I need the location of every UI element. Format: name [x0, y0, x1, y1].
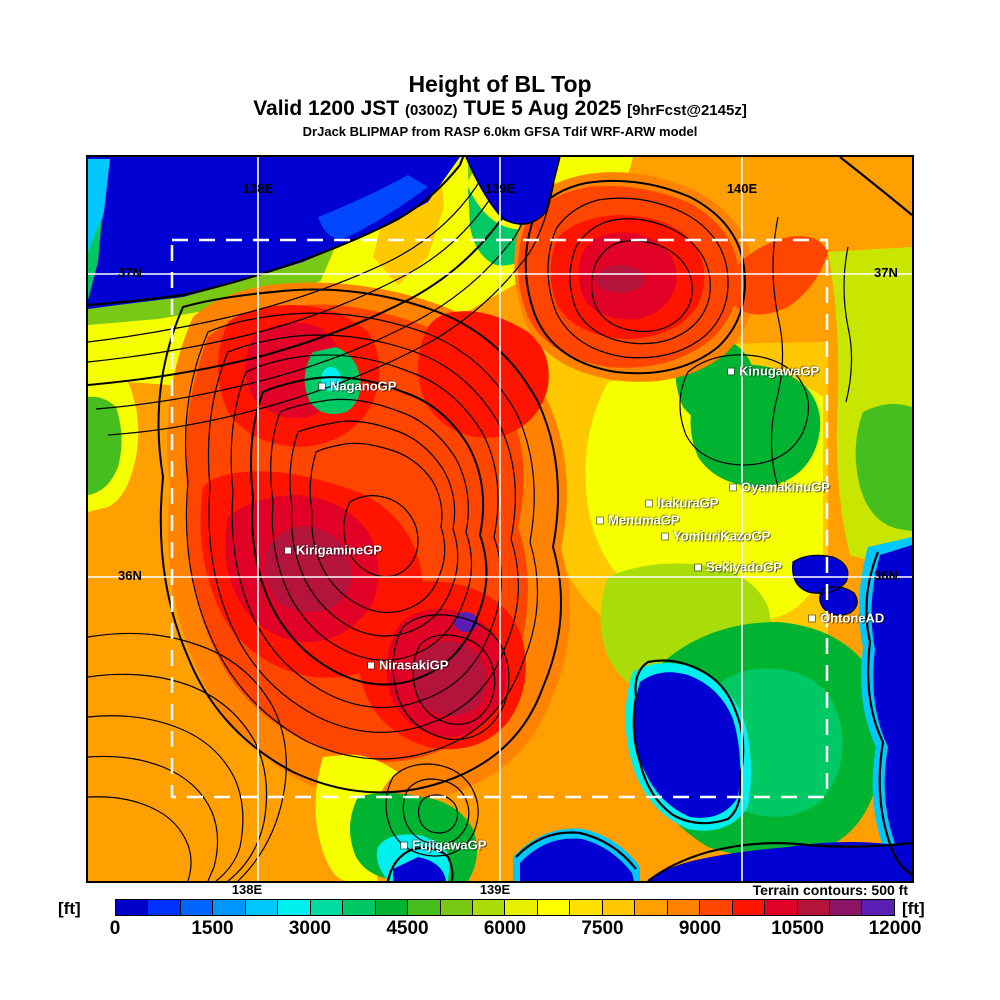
station-label: NaganoGP [319, 379, 396, 394]
station-label: OhtoneAD [809, 611, 884, 626]
station-marker-dot [597, 517, 603, 523]
forecast-tag: [9hrFcst@2145z] [627, 102, 747, 120]
colorbar-segment [602, 900, 636, 915]
station-marker-dot [401, 842, 407, 848]
colorbar-segment [537, 900, 571, 915]
station-name: ItakuraGP [657, 495, 719, 511]
colorbar-segment [116, 900, 149, 915]
station-label: MenumaGP [597, 513, 680, 528]
station-name: KinugawaGP [739, 363, 820, 379]
grid-coordinate-label: 36N [118, 568, 142, 583]
colorbar-ticks: 0 1500 3000 4500 6000 7500 9000 10500 12000 [110, 918, 922, 942]
model-line: DrJack BLIPMAP from RASP 6.0km GFSA Tdif… [302, 124, 698, 140]
station-marker-dot [368, 662, 374, 668]
station-label: SekiyadoGP [695, 560, 782, 575]
model-domain-box [170, 238, 829, 799]
station-marker-dot [646, 500, 652, 506]
colorbar-segment [408, 900, 441, 915]
valid-prefix: Valid 1200 JST [253, 97, 400, 121]
colorbar-segment [732, 900, 766, 915]
station-label: OyamakinuGP [730, 480, 830, 495]
colorbar-segment [862, 900, 894, 915]
lat-lon-grid [88, 157, 912, 881]
colorbar [115, 899, 895, 916]
grid-coordinate-label: 140E [726, 181, 758, 196]
colorbar-segment [343, 900, 376, 915]
station-marker-dot [730, 484, 736, 490]
map-canvas [88, 157, 912, 881]
colorbar-segment [765, 900, 798, 915]
colorbar-unit-left: [ft] [58, 899, 81, 918]
colorbar-unit-right: [ft] [902, 899, 925, 918]
station-name: MenumaGP [608, 512, 680, 528]
station-label: YomiuriKazoGP [662, 529, 770, 544]
colorbar-segment [472, 900, 506, 915]
colorbar-segment [667, 900, 701, 915]
station-marker-dot [809, 615, 815, 621]
colorbar-tick-label: 4500 [386, 918, 429, 939]
colorbar-segment [700, 900, 733, 915]
colorbar-tick-label: 9000 [678, 918, 722, 939]
header: Height of BL Top Valid 1200 JST (0300Z) … [0, 72, 1000, 139]
colorbar-segment [245, 900, 279, 915]
colorbar-segment [797, 900, 830, 915]
station-name: OhtoneAD [820, 610, 885, 626]
station-marker-dot [285, 547, 291, 553]
colorbar-tick-label: 7500 [581, 918, 624, 939]
grid-coordinate-label: 139E [479, 882, 511, 897]
colorbar-tick-label: 3000 [288, 918, 332, 939]
station-name: NaganoGP [330, 378, 397, 394]
grid-coordinate-label: 36N [874, 568, 898, 583]
colorbar-segment [505, 900, 538, 915]
colorbar-segment [375, 900, 409, 915]
colorbar-segment [213, 900, 246, 915]
valid-time-line: Valid 1200 JST (0300Z) TUE 5 Aug 2025 [9… [0, 97, 1000, 121]
grid-coordinate-label: 138E [231, 882, 263, 897]
station-label: KirigamineGP [285, 543, 382, 558]
colorbar-tick-label: 12000 [868, 918, 922, 939]
colorbar-tick-label: 0 [109, 918, 121, 939]
bottom-lon-labels: 138E 139E [86, 882, 910, 900]
colorbar-segment [829, 900, 863, 915]
terrain-contours [88, 157, 853, 881]
valid-zulu: (0300Z) [404, 102, 458, 120]
colorbar-tick-label: 1500 [191, 918, 234, 939]
station-name: FujigawaGP [412, 837, 487, 853]
colorbar-segment [570, 900, 603, 915]
colorbar-segment [440, 900, 473, 915]
station-name: YomiuriKazoGP [673, 528, 771, 544]
colorbar-segment [278, 900, 311, 915]
grid-coordinate-label: 37N [118, 265, 142, 280]
map-frame: NaganoGP KinugawaGP OyamakinuGP ItakuraGP Me… [86, 155, 914, 883]
grid-coordinate-label: 138E [242, 181, 274, 196]
station-label: ItakuraGP [646, 496, 718, 511]
sea-fills [88, 157, 912, 881]
coastlines [88, 157, 912, 881]
station-name: SekiyadoGP [706, 559, 782, 575]
station-label: KinugawaGP [728, 364, 819, 379]
station-marker-dot [728, 368, 734, 374]
colorbar-segment [180, 900, 214, 915]
colorbar-tick-label: 6000 [483, 918, 527, 939]
station-name: OyamakinuGP [741, 479, 830, 495]
colorbar-segment [635, 900, 668, 915]
grid-coordinate-label: 37N [874, 265, 898, 280]
valid-date: TUE 5 Aug 2025 [463, 97, 622, 121]
colorbar-segment [148, 900, 181, 915]
page-title: Height of BL Top [408, 71, 592, 97]
station-label: NirasakiGP [368, 658, 448, 673]
grid-coordinate-label: 139E [484, 181, 516, 196]
station-label: FujigawaGP [401, 838, 486, 853]
station-marker-dot [695, 564, 701, 570]
station-name: NirasakiGP [379, 657, 449, 673]
colorbar-tick-label: 10500 [771, 918, 824, 939]
station-marker-dot [662, 533, 668, 539]
station-marker-dot [319, 383, 325, 389]
station-name: KirigamineGP [296, 542, 382, 558]
colorbar-segment [310, 900, 344, 915]
terrain-contours-note: Terrain contours: 500 ft [752, 882, 908, 898]
